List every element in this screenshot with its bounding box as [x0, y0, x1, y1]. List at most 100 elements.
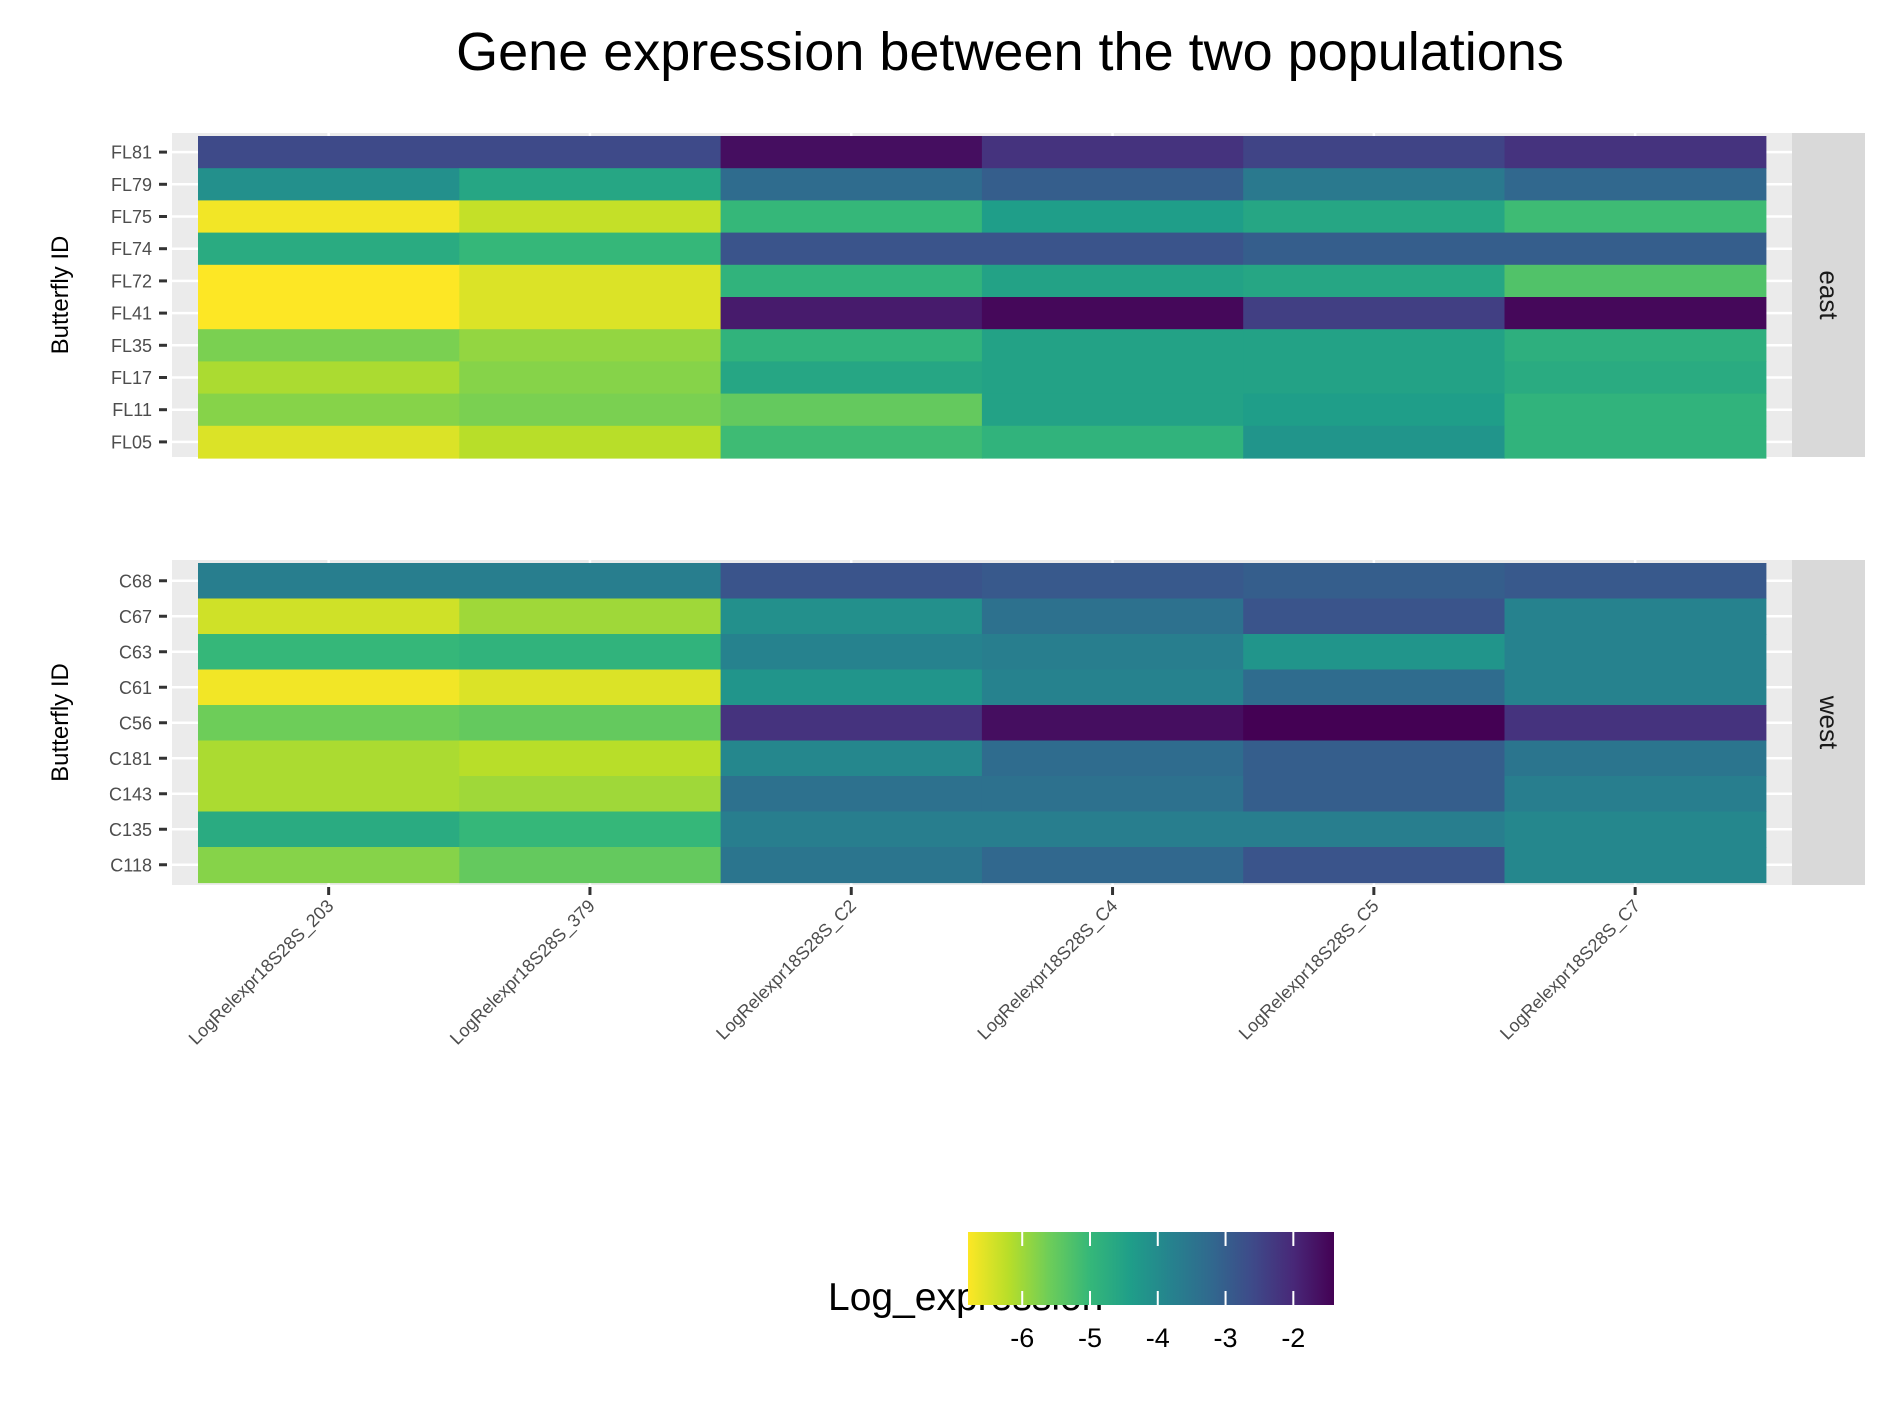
heatmap-tile-FL79-4 [981, 168, 1244, 201]
heatmap-tile-FL75-6 [1504, 200, 1767, 234]
heatmap-tile-FL75-3 [720, 200, 983, 234]
heatmap-tile-C68-2 [459, 563, 722, 600]
heatmap-tile-C56-2 [459, 705, 722, 742]
colorbar-tick-label: -4 [1146, 1323, 1170, 1353]
y-tick-label: FL41 [111, 304, 152, 324]
heatmap-tile-FL81-3 [720, 136, 983, 169]
heatmap-tile-FL79-3 [720, 168, 983, 201]
heatmap-tile-C135-1 [198, 811, 460, 848]
heatmap-tile-C63-4 [981, 634, 1244, 671]
facet-strip [1792, 133, 1865, 457]
facet-strip [1792, 560, 1865, 885]
facet-panel-west: C68 C67 C63 C61 C56 C181 C143 C135 C118 Butterfly… [47, 560, 1865, 885]
heatmap-tile-C68-3 [720, 563, 983, 600]
heatmap-tile-FL05-6 [1504, 425, 1767, 459]
heatmap-tile-C181-2 [459, 740, 722, 777]
heatmap-tile-FL05-2 [459, 425, 722, 459]
colorbar-legend: Log_expression -6 -5 -4 -3 -2 [828, 1232, 1334, 1353]
heatmap-tile-C61-2 [459, 669, 722, 706]
heatmap-tile-C56-1 [198, 705, 460, 742]
heatmap-tile-C61-6 [1504, 669, 1767, 706]
heatmap-tile-C67-2 [459, 598, 722, 635]
heatmap-tile-C63-1 [198, 634, 460, 671]
heatmap-tile-C63-3 [720, 634, 983, 671]
heatmap-tile-C135-5 [1243, 811, 1506, 848]
heatmap-tile-FL17-4 [981, 361, 1244, 395]
heatmap-tile-FL79-1 [198, 168, 460, 201]
heatmap-tile-FL81-2 [459, 136, 722, 169]
heatmap-tile-FL81-1 [198, 136, 460, 169]
heatmap-tile-C135-6 [1504, 811, 1767, 848]
x-tick-label: LogRelexpr18S28S_203 [185, 896, 339, 1050]
heatmap-tile-C61-5 [1243, 669, 1506, 706]
heatmap-tile-C181-3 [720, 740, 983, 777]
heatmap-tile-C67-4 [981, 598, 1244, 635]
heatmap-tile-C135-2 [459, 811, 722, 848]
heatmap-tile-C68-1 [198, 563, 460, 600]
y-tick-label: FL81 [111, 143, 152, 163]
heatmap-tile-FL79-5 [1243, 168, 1506, 201]
heatmap-tile-C67-3 [720, 598, 983, 635]
y-tick-label: C61 [119, 678, 152, 698]
y-tick-label: FL17 [111, 368, 152, 388]
y-axis-title: Butterfly ID [47, 663, 74, 782]
heatmap-tile-FL05-4 [981, 425, 1244, 459]
heatmap-tile-FL11-3 [720, 393, 983, 427]
heatmap-tile-C143-6 [1504, 776, 1767, 813]
heatmap-tile-C143-4 [981, 776, 1244, 813]
y-tick-label: FL35 [111, 336, 152, 356]
x-axis: LogRelexpr18S28S_203 LogRelexpr18S28S_379… [185, 887, 1645, 1049]
heatmap-tile-FL72-6 [1504, 264, 1767, 298]
heatmap-tile-C63-2 [459, 634, 722, 671]
colorbar-tick-label: -3 [1214, 1323, 1238, 1353]
x-tick-label: LogRelexpr18S28S_C7 [1496, 896, 1645, 1045]
heatmap-tile-FL35-1 [198, 329, 460, 362]
heatmap-tile-FL17-3 [720, 361, 983, 395]
heatmap-tile-FL74-2 [459, 232, 722, 266]
heatmap-tile-FL41-4 [981, 297, 1244, 330]
heatmap-tile-C118-1 [198, 847, 460, 884]
y-tick-label: C67 [119, 607, 152, 627]
facet-panel-east: FL81 FL79 FL75 FL74 FL72 FL41 FL35 FL17 FL11 FL05… [47, 133, 1865, 459]
heatmap-tile-C63-6 [1504, 634, 1767, 671]
heatmap-tile-C118-2 [459, 847, 722, 884]
heatmap-tile-FL17-5 [1243, 361, 1506, 395]
heatmap-tile-FL41-6 [1504, 297, 1767, 330]
y-tick-label: C181 [109, 749, 152, 769]
heatmap-tile-FL05-5 [1243, 425, 1506, 459]
heatmap-tile-C61-1 [198, 669, 460, 706]
heatmap-tile-FL72-3 [720, 264, 983, 298]
heatmap-tile-FL35-2 [459, 329, 722, 362]
heatmap-tile-FL72-4 [981, 264, 1244, 298]
heatmap-tile-C68-4 [981, 563, 1244, 600]
heatmap-tile-C143-5 [1243, 776, 1506, 813]
heatmap-tile-C181-6 [1504, 740, 1767, 777]
heatmap-tile-FL81-6 [1504, 136, 1767, 169]
heatmap-tile-FL72-5 [1243, 264, 1506, 298]
y-tick-label: C135 [109, 820, 152, 840]
heatmap-tile-C56-5 [1243, 705, 1506, 742]
heatmap-tile-C67-5 [1243, 598, 1506, 635]
heatmap-tile-FL17-2 [459, 361, 722, 395]
heatmap-tile-FL35-4 [981, 329, 1244, 362]
y-tick-label: FL72 [111, 271, 152, 291]
heatmap-tile-FL75-5 [1243, 200, 1506, 234]
heatmap-tile-C63-5 [1243, 634, 1506, 671]
heatmap-tile-C135-4 [981, 811, 1244, 848]
heatmap-tile-FL11-1 [198, 393, 460, 427]
heatmap-tile-FL74-1 [198, 232, 460, 266]
heatmap-tile-C118-3 [720, 847, 983, 884]
y-tick-label: C56 [119, 713, 152, 733]
heatmap-tile-FL11-5 [1243, 393, 1506, 427]
heatmap-tile-C135-3 [720, 811, 983, 848]
heatmap-tile-FL72-2 [459, 264, 722, 298]
heatmap-tile-FL74-5 [1243, 232, 1506, 266]
y-tick-label: C63 [119, 642, 152, 662]
heatmap-tile-FL75-4 [981, 200, 1244, 234]
y-tick-label: FL05 [111, 432, 152, 452]
heatmap-tile-FL74-3 [720, 232, 983, 266]
x-tick-label: LogRelexpr18S28S_C4 [973, 896, 1122, 1045]
heatmap-tile-C61-3 [720, 669, 983, 706]
heatmap-tile-C56-6 [1504, 705, 1767, 742]
heatmap-tile-C143-2 [459, 776, 722, 813]
